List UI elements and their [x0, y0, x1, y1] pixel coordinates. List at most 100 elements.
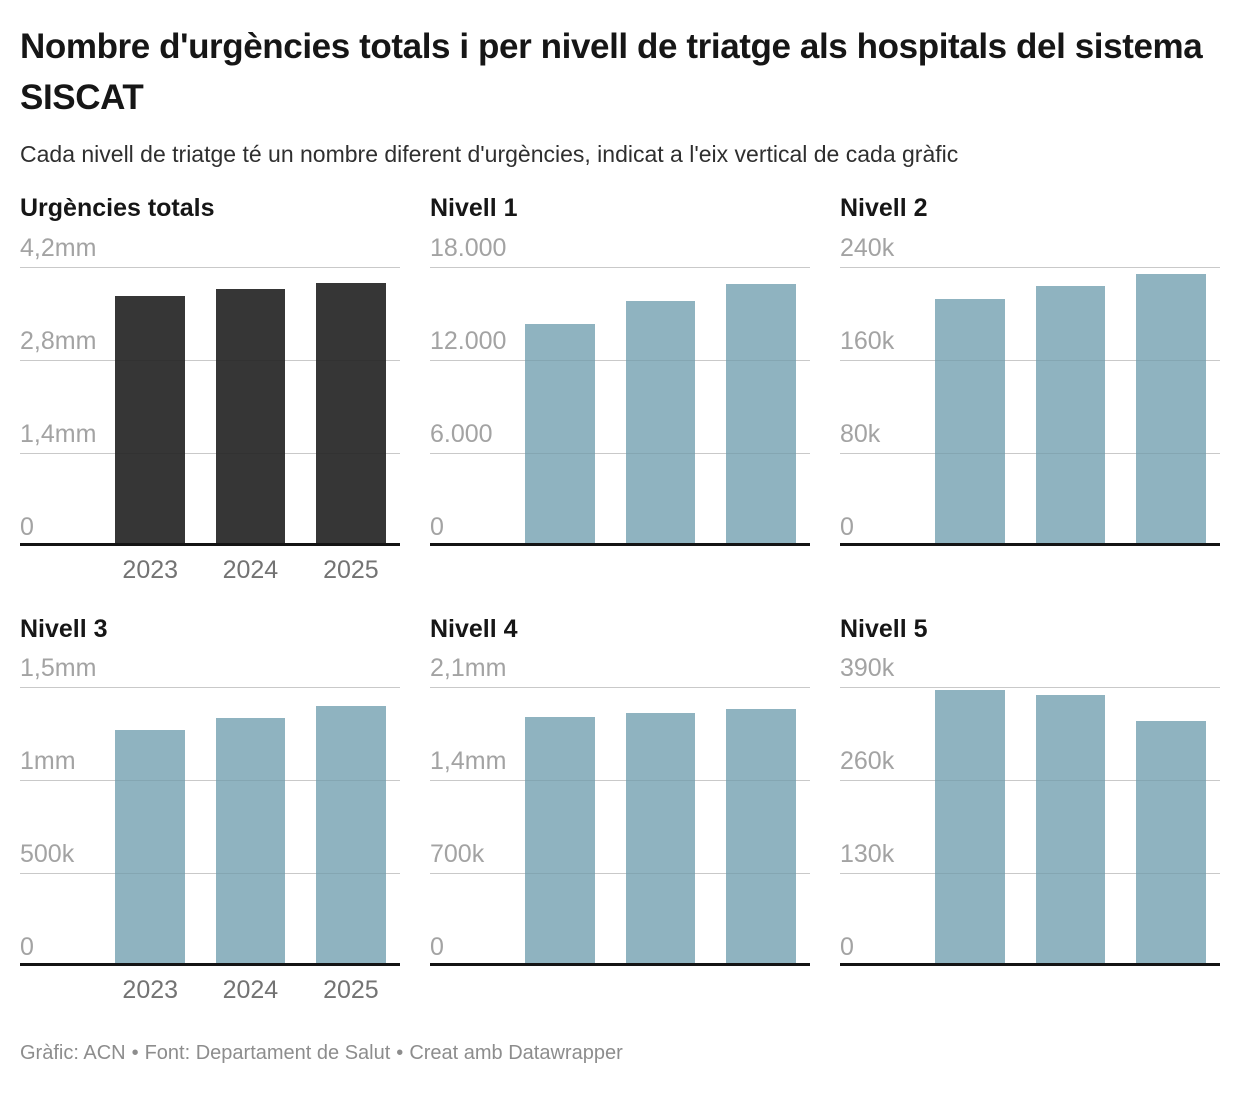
plot-area: 4,2mm 2,8mm 1,4mm 0 — [20, 235, 400, 546]
chart-cell: Nivell 3 1,5mm 1mm 500k 0 2023 2024 2025 — [20, 614, 400, 1010]
y-tick-label: 1,4mm — [20, 419, 97, 448]
gridline — [430, 359, 810, 361]
y-tick-label: 1mm — [20, 746, 76, 775]
y-tick-label: 390k — [840, 653, 895, 682]
x-tick-label: 2023 — [122, 975, 179, 1004]
chart-cell: Nivell 5 390k 260k 130k 0 — [840, 614, 1220, 1010]
chart-cell: Nivell 4 2,1mm 1,4mm 700k 0 — [430, 615, 810, 1010]
gridline-overlay — [840, 452, 1220, 454]
y-tick-label: 2,8mm — [20, 326, 97, 355]
datawrapper-credit-link[interactable]: Creat amb Datawrapper — [409, 1041, 623, 1064]
x-axis-line — [840, 542, 1220, 546]
plot-area: 390k 260k 130k 0 — [840, 655, 1220, 966]
gridline-overlay — [840, 872, 1220, 874]
gridline — [430, 779, 810, 781]
bar-2023 — [525, 717, 596, 966]
x-axis-line — [20, 962, 400, 966]
y-tick-label: 1,4mm — [430, 746, 507, 775]
gridline-overlay — [20, 359, 400, 361]
x-axis-labels — [430, 966, 810, 1010]
bar-2024 — [215, 288, 286, 546]
y-tick-label: 0 — [20, 512, 34, 541]
plot-area: 2,1mm 1,4mm 700k 0 — [430, 655, 810, 966]
y-tick-label: 0 — [840, 512, 854, 541]
bar-2023 — [935, 299, 1006, 546]
bar-2024 — [1035, 286, 1106, 546]
gridline — [430, 872, 810, 874]
y-tick-label: 4,2mm — [20, 233, 97, 262]
chart-cell: Urgències totals 4,2mm 2,8mm 1,4mm 0 2023 2024… — [20, 195, 400, 589]
bar-2023 — [115, 729, 186, 966]
gridline — [20, 872, 400, 874]
footer-source-link[interactable]: Font: Departament de Salut — [144, 1041, 391, 1064]
x-axis-labels — [840, 546, 1220, 590]
gridline — [20, 686, 400, 688]
chart-cell: Nivell 1 18.000 12.000 6.000 0 — [430, 195, 810, 589]
gridline — [20, 359, 400, 361]
plot-area: 240k 160k 80k 0 — [840, 235, 1220, 546]
chart-cell: Nivell 2 240k 160k 80k 0 — [840, 195, 1220, 589]
bar-2024 — [1035, 694, 1106, 966]
bar-2024 — [625, 713, 696, 966]
x-tick-label: 2024 — [222, 555, 279, 584]
gridline — [430, 686, 810, 688]
footer-byline: Gràfic: ACN • Font: Departament de Salut • C… — [20, 1042, 1220, 1065]
plot-area: 18.000 12.000 6.000 0 — [430, 235, 810, 546]
x-tick-label: 2023 — [122, 555, 179, 584]
gridline-overlay — [430, 686, 810, 688]
gridline-overlay — [840, 359, 1220, 361]
y-tick-label: 1,5mm — [20, 653, 97, 682]
gridline-overlay — [840, 779, 1220, 781]
y-tick-label: 130k — [840, 839, 895, 868]
gridline-overlay — [430, 452, 810, 454]
gridline — [430, 266, 810, 268]
bar-2025 — [316, 705, 386, 966]
bar-2024 — [625, 300, 696, 546]
bar-2023 — [935, 689, 1006, 966]
x-axis-line — [840, 962, 1220, 966]
gridline-overlay — [430, 359, 810, 361]
chart-panel-title: Nivell 5 — [840, 614, 928, 643]
y-tick-label: 80k — [840, 419, 881, 448]
gridline — [430, 452, 810, 454]
x-axis-line — [430, 962, 810, 966]
plot-area: 1,5mm 1mm 500k 0 — [20, 655, 400, 966]
charts-grid: Urgències totals 4,2mm 2,8mm 1,4mm 0 2023 2024… — [20, 195, 1220, 1010]
chart-panel-title: Nivell 3 — [20, 614, 108, 643]
x-axis-labels — [840, 966, 1220, 1010]
bar-2023 — [115, 295, 186, 546]
gridline-overlay — [20, 872, 400, 874]
gridline-overlay — [20, 266, 400, 268]
x-axis-line — [430, 542, 810, 546]
bar-2025 — [316, 283, 386, 546]
y-tick-label: 160k — [840, 326, 895, 355]
gridline-overlay — [20, 452, 400, 454]
gridline-overlay — [840, 686, 1220, 688]
x-tick-label: 2025 — [323, 555, 379, 584]
bar-2025 — [726, 708, 796, 966]
gridline — [20, 452, 400, 454]
x-axis-line — [20, 542, 400, 546]
bar-2024 — [215, 717, 286, 966]
gridline — [840, 779, 1220, 781]
y-tick-label: 18.000 — [430, 233, 507, 262]
gridline — [840, 686, 1220, 688]
y-tick-label: 2,1mm — [430, 653, 507, 682]
gridline — [840, 872, 1220, 874]
gridline — [20, 779, 400, 781]
gridline-overlay — [840, 266, 1220, 268]
y-tick-label: 6.000 — [430, 419, 493, 448]
bar-2025 — [1136, 273, 1206, 546]
chart-panel-title: Urgències totals — [20, 194, 215, 223]
gridline-overlay — [430, 779, 810, 781]
footer-separator: • — [131, 1041, 139, 1064]
footer-separator: • — [396, 1041, 404, 1064]
gridline-overlay — [20, 779, 400, 781]
gridline — [840, 359, 1220, 361]
y-tick-label: 0 — [430, 932, 444, 961]
footer-graphic-credit: Gràfic: ACN — [20, 1041, 126, 1064]
gridline — [20, 266, 400, 268]
x-tick-label: 2024 — [222, 975, 279, 1004]
chart-panel-title: Nivell 2 — [840, 194, 928, 223]
